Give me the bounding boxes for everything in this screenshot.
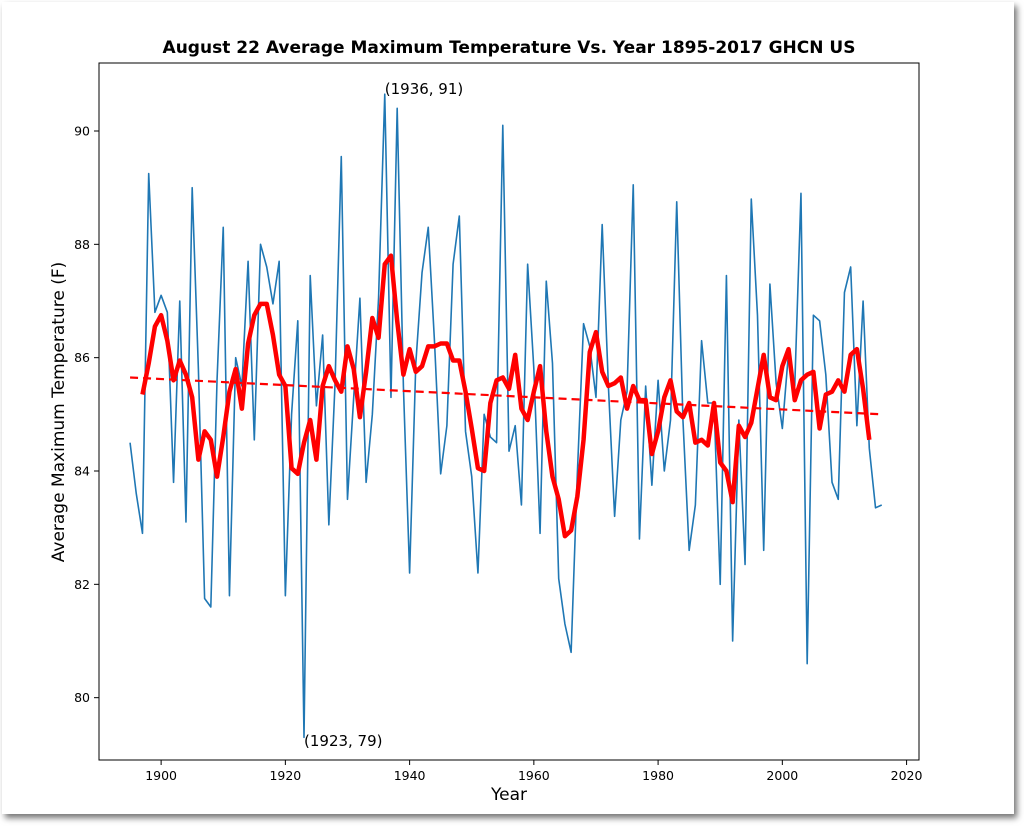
x-tick-label: 1900 [145,768,177,783]
y-tick-label: 82 [74,577,90,592]
x-tick-label: 1980 [642,768,674,783]
annotations: (1936, 91) (1923, 79) [304,80,463,750]
series-layer [129,93,883,739]
x-tick-label: 1960 [518,768,550,783]
y-axis-ticks: 80 82 84 86 88 90 [74,124,99,705]
chart-title: August 22 Average Maximum Temperature Vs… [163,38,856,58]
x-tick-label: 2020 [891,768,923,783]
y-tick-label: 90 [74,124,90,139]
y-tick-label: 88 [74,237,90,252]
axes-frame [98,62,920,761]
annotation-label: (1923, 79) [304,732,383,750]
trend-line [130,376,882,416]
annotation-label: (1936, 91) [385,80,464,98]
y-tick-label: 86 [74,350,90,365]
plot-area [129,93,883,739]
temperature-chart: August 22 Average Maximum Temperature Vs… [49,38,923,805]
x-tick-label: 2000 [766,768,798,783]
series-line-moving-average [140,253,872,539]
x-tick-label: 1920 [269,768,301,783]
x-tick-label: 1940 [394,768,426,783]
x-axis-label: Year [490,785,527,805]
y-tick-label: 84 [74,464,90,479]
y-axis-label: Average Maximum Temperature (F) [49,262,69,563]
series-line-observed [129,93,883,739]
chart-frame: August 22 Average Maximum Temperature Vs… [2,2,1014,814]
y-tick-label: 80 [74,690,90,705]
x-axis-ticks: 1900 1920 1940 1960 1980 2000 2020 [145,760,923,783]
